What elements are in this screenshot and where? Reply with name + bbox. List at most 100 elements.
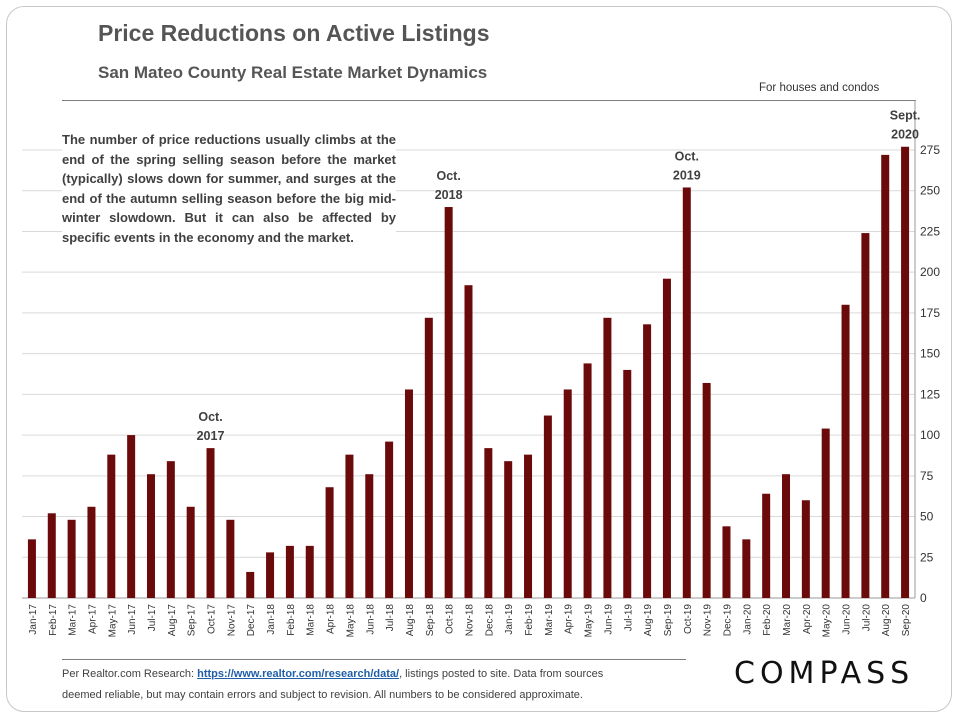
x-tick-label: Aug-20 (881, 604, 892, 637)
x-tick-label: May-18 (345, 604, 356, 638)
bar (146, 474, 155, 598)
x-tick-label: Oct-19 (683, 604, 694, 634)
x-tick-label: Sep-17 (187, 604, 198, 637)
x-tick-label: Jun-18 (365, 604, 376, 635)
y-tick-label: 275 (920, 143, 940, 157)
bar (881, 154, 890, 598)
bar (762, 493, 771, 598)
x-tick-label: Nov-18 (465, 604, 476, 637)
bar (821, 428, 830, 598)
bar (206, 448, 215, 598)
bar (67, 519, 76, 598)
bar (365, 474, 374, 598)
bar-annotation: Oct. (198, 410, 222, 424)
y-tick-label: 225 (920, 224, 940, 238)
x-tick-label: Jul-18 (385, 604, 396, 632)
bar (27, 539, 36, 598)
x-tick-label: Feb-18 (286, 604, 297, 636)
y-tick-label: 250 (920, 184, 940, 198)
bar (801, 500, 810, 598)
y-tick-label: 75 (920, 469, 934, 483)
bar (424, 317, 433, 598)
bar (226, 519, 235, 598)
x-tick-label: Jun-17 (127, 604, 138, 635)
bar (47, 513, 56, 598)
x-tick-label: Apr-20 (802, 604, 813, 634)
y-tick-label: 175 (920, 306, 940, 320)
bar (464, 285, 473, 598)
bar-annotation: 2020 (891, 128, 919, 142)
bar-annotation: Oct. (675, 149, 699, 163)
x-tick-label: Feb-17 (48, 604, 59, 636)
chart-description: The number of price reductions usually c… (62, 130, 396, 248)
y-tick-label: 100 (920, 428, 940, 442)
x-tick-label: Mar-20 (782, 604, 793, 636)
x-tick-label: May-17 (107, 604, 118, 638)
bar (901, 146, 910, 598)
bar (682, 187, 691, 598)
x-tick-label: Mar-18 (306, 604, 317, 636)
x-tick-label: Jul-19 (623, 604, 634, 632)
x-tick-label: Apr-17 (87, 604, 98, 634)
bar (266, 552, 275, 598)
y-tick-label: 25 (920, 550, 934, 564)
y-tick-label: 200 (920, 265, 940, 279)
bar (305, 545, 314, 598)
x-tick-label: Dec-19 (722, 604, 733, 637)
x-tick-label: Apr-19 (564, 604, 575, 634)
bar-annotation: 2018 (435, 188, 463, 202)
bar (325, 487, 334, 598)
bar-annotation: 2017 (197, 429, 225, 443)
x-tick-label: Apr-18 (326, 604, 337, 634)
bar (662, 278, 671, 598)
x-tick-label: Jan-18 (266, 604, 277, 635)
x-tick-label: Dec-18 (484, 604, 495, 637)
x-tick-label: Oct-17 (207, 604, 218, 634)
bar (246, 571, 255, 598)
chart-subtitle: San Mateo County Real Estate Market Dyna… (98, 63, 488, 82)
footer-divider (62, 659, 686, 660)
bar (385, 441, 394, 598)
x-tick-label: Mar-19 (544, 604, 555, 636)
bar (543, 415, 552, 598)
source-suffix: , listings posted to site. Data from sou… (399, 668, 604, 680)
x-tick-label: Sep-19 (663, 604, 674, 637)
x-tick-label: May-20 (822, 604, 833, 638)
bar (603, 317, 612, 598)
y-tick-label: 50 (920, 510, 934, 524)
x-tick-label: Jun-20 (842, 604, 853, 635)
bar (345, 454, 354, 598)
source-link[interactable]: https://www.realtor.com/research/data/ (197, 668, 400, 680)
x-tick-label: Nov-17 (226, 604, 237, 637)
bar (861, 233, 870, 599)
bar (722, 526, 731, 598)
bar (404, 389, 413, 598)
scope-note: For houses and condos (759, 82, 880, 94)
x-tick-label: Nov-19 (703, 604, 714, 637)
slide-frame (6, 6, 952, 712)
source-note: Per Realtor.com Research: https://www.re… (62, 668, 603, 680)
x-tick-label: Aug-19 (643, 604, 654, 637)
bar (623, 369, 632, 598)
bar (107, 454, 116, 598)
x-tick-label: Feb-19 (524, 604, 535, 636)
x-tick-label: Jan-20 (742, 604, 753, 635)
x-tick-label: Jun-19 (603, 604, 614, 635)
compass-logo: COMPASS (734, 656, 915, 691)
x-tick-label: Jul-17 (147, 604, 158, 632)
x-tick-label: Sep-20 (901, 604, 912, 637)
y-tick-label: 150 (920, 347, 940, 361)
bar (782, 474, 791, 598)
bar (285, 545, 294, 598)
bar (186, 506, 195, 598)
bar (127, 435, 136, 598)
bar-annotation: 2019 (673, 168, 701, 182)
bar (742, 539, 751, 598)
x-tick-label: Jan-17 (28, 604, 39, 635)
x-tick-label: Jan-19 (504, 604, 515, 635)
bar (484, 448, 493, 598)
y-tick-label: 0 (920, 591, 927, 605)
source-prefix: Per Realtor.com Research: (62, 668, 198, 680)
x-tick-label: Aug-18 (405, 604, 416, 637)
